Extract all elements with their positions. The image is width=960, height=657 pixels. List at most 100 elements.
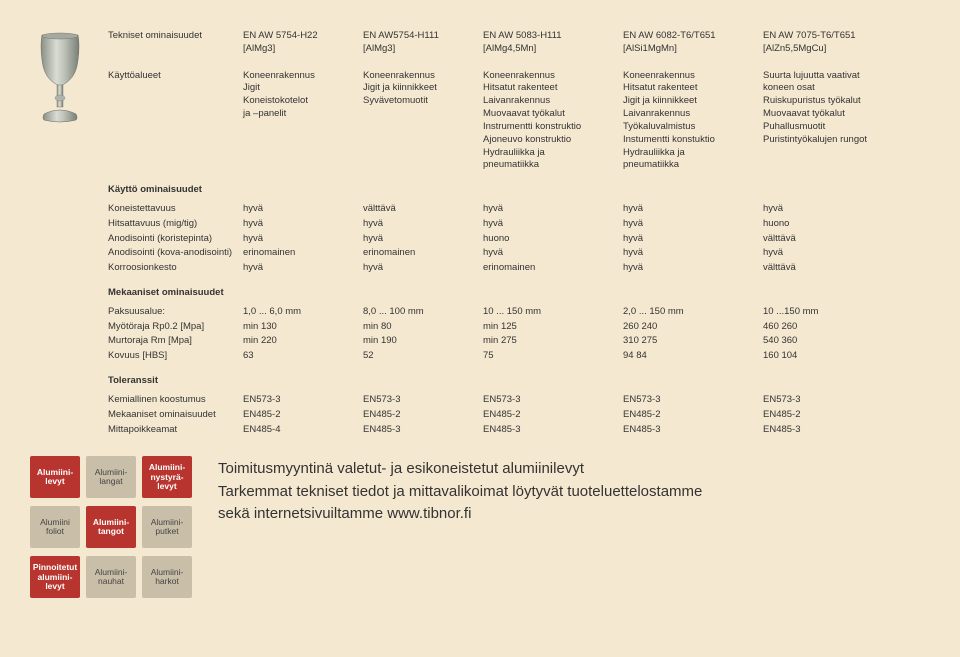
kr4-4: välttävä [763, 262, 908, 275]
tr1-1: EN485-2 [363, 409, 473, 422]
mek-title: Mekaaniset ominaisuudet [108, 287, 930, 300]
kaytto-title: Käyttö ominaisuudet [108, 184, 930, 197]
tr1-2: EN485-2 [483, 409, 613, 422]
mr2-0: min 220 [243, 335, 353, 348]
kr3-4: hyvä [763, 247, 908, 260]
kr0-1: välttävä [363, 203, 473, 216]
ka-2: Koneenrakennus Hitsatut rakenteet Laivan… [483, 70, 613, 173]
kr2-0: hyvä [243, 233, 353, 246]
tr1-l: Mekaaniset ominaisuudet [108, 409, 233, 422]
box-harkot: Alumiini- harkot [142, 556, 192, 598]
col-h-3: EN AW 6082-T6/T651 [AlSi1MgMn] [623, 30, 753, 56]
mr1-2: min 125 [483, 321, 613, 334]
mr1-3: 260 240 [623, 321, 753, 334]
tr0-3: EN573-3 [623, 394, 753, 407]
kr0-2: hyvä [483, 203, 613, 216]
footer-line-3: sekä internetsivuiltamme www.tibnor.fi [218, 503, 930, 526]
kr0-0: hyvä [243, 203, 353, 216]
mr2-l: Murtoraja Rm [Mpa] [108, 335, 233, 348]
box-pinnoitetut: Pinnoitetut alumiini- levyt [30, 556, 80, 598]
col-h-4: EN AW 7075-T6/T651 [AlZn5,5MgCu] [763, 30, 908, 56]
tr0-0: EN573-3 [243, 394, 353, 407]
tol-title: Toleranssit [108, 375, 930, 388]
kr0-3: hyvä [623, 203, 753, 216]
box-nauhat: Alumiini- nauhat [86, 556, 136, 598]
mr3-1: 52 [363, 350, 473, 363]
mr0-l: Paksuusalue: [108, 306, 233, 319]
tol-table: Kemiallinen koostumus EN573-3 EN573-3 EN… [108, 394, 930, 436]
tr2-2: EN485-3 [483, 424, 613, 437]
tr1-4: EN485-2 [763, 409, 908, 422]
kr4-2: erinomainen [483, 262, 613, 275]
box-levyt: Alumiini- levyt [30, 456, 80, 498]
mr1-l: Myötöraja Rp0.2 [Mpa] [108, 321, 233, 334]
mr2-1: min 190 [363, 335, 473, 348]
kr3-2: hyvä [483, 247, 613, 260]
mr3-0: 63 [243, 350, 353, 363]
tr1-3: EN485-2 [623, 409, 753, 422]
kr4-l: Korroosionkesto [108, 262, 233, 275]
box-tangot: Alumiini- tangot [86, 506, 136, 548]
tr2-3: EN485-3 [623, 424, 753, 437]
mr3-4: 160 104 [763, 350, 908, 363]
box-nystyralevyt: Alumiini- nystyrä- levyt [142, 456, 192, 498]
mr1-0: min 130 [243, 321, 353, 334]
tr2-4: EN485-3 [763, 424, 908, 437]
kr4-0: hyvä [243, 262, 353, 275]
ka-4: Suurta lujuutta vaativat koneen osat Rui… [763, 70, 908, 147]
ka-0: Koneenrakennus Jigit Koneistokotelot ja … [243, 70, 353, 121]
kr3-0: erinomainen [243, 247, 353, 260]
category-boxes: Alumiini- levyt Alumiini- langat Alumiin… [30, 456, 200, 598]
kr4-1: hyvä [363, 262, 473, 275]
kr2-4: välttävä [763, 233, 908, 246]
mr0-2: 10 ... 150 mm [483, 306, 613, 319]
kaytto-table: Koneistettavuus hyvä välttävä hyvä hyvä … [108, 203, 930, 275]
kr2-2: huono [483, 233, 613, 246]
tr0-1: EN573-3 [363, 394, 473, 407]
kr3-l: Anodisointi (kova-anodisointi) [108, 247, 233, 260]
ka-1: Koneenrakennus Jigit ja kiinnikkeet Syvä… [363, 70, 473, 108]
col-h-2: EN AW 5083-H111 [AlMg4,5Mn] [483, 30, 613, 56]
tr0-l: Kemiallinen koostumus [108, 394, 233, 407]
mr2-3: 310 275 [623, 335, 753, 348]
box-putket: Alumiini- putket [142, 506, 192, 548]
kr1-1: hyvä [363, 218, 473, 231]
kr2-l: Anodisointi (koristepinta) [108, 233, 233, 246]
kr0-l: Koneistettavuus [108, 203, 233, 216]
tr0-4: EN573-3 [763, 394, 908, 407]
footer-line-1: Toimitusmyyntinä valetut- ja esikoneiste… [218, 458, 930, 481]
mr0-3: 2,0 ... 150 mm [623, 306, 753, 319]
kr1-0: hyvä [243, 218, 353, 231]
spec-content: Tekniset ominaisuudet EN AW 5754-H22 [Al… [108, 30, 930, 436]
mr2-2: min 275 [483, 335, 613, 348]
ka-3: Koneenrakennus Hitsatut rakenteet Jigit … [623, 70, 753, 173]
footer-line-2: Tarkemmat tekniset tiedot ja mittavaliko… [218, 481, 930, 504]
kr4-3: hyvä [623, 262, 753, 275]
kr1-l: Hitsattavuus (mig/tig) [108, 218, 233, 231]
mr2-4: 540 360 [763, 335, 908, 348]
col-h-1: EN AW5754-H111 [AlMg3] [363, 30, 473, 56]
goblet-image [30, 30, 90, 436]
mek-table: Paksuusalue: 1,0 ... 6,0 mm 8,0 ... 100 … [108, 306, 930, 363]
mr0-0: 1,0 ... 6,0 mm [243, 306, 353, 319]
kr3-3: hyvä [623, 247, 753, 260]
mr1-1: min 80 [363, 321, 473, 334]
kr2-3: hyvä [623, 233, 753, 246]
mr3-2: 75 [483, 350, 613, 363]
kr1-4: huono [763, 218, 908, 231]
tr0-2: EN573-3 [483, 394, 613, 407]
kr3-1: erinomainen [363, 247, 473, 260]
mr0-4: 10 ...150 mm [763, 306, 908, 319]
kr1-3: hyvä [623, 218, 753, 231]
mr3-l: Kovuus [HBS] [108, 350, 233, 363]
tr2-0: EN485-4 [243, 424, 353, 437]
footer-text: Toimitusmyyntinä valetut- ja esikoneiste… [218, 456, 930, 598]
box-foliot: Alumiini foliot [30, 506, 80, 548]
tr1-0: EN485-2 [243, 409, 353, 422]
tr2-l: Mittapoikkeamat [108, 424, 233, 437]
kr2-1: hyvä [363, 233, 473, 246]
kayttoalueet-label: Käyttöalueet [108, 70, 233, 83]
col-h-0: EN AW 5754-H22 [AlMg3] [243, 30, 353, 56]
kr0-4: hyvä [763, 203, 908, 216]
tr2-1: EN485-3 [363, 424, 473, 437]
